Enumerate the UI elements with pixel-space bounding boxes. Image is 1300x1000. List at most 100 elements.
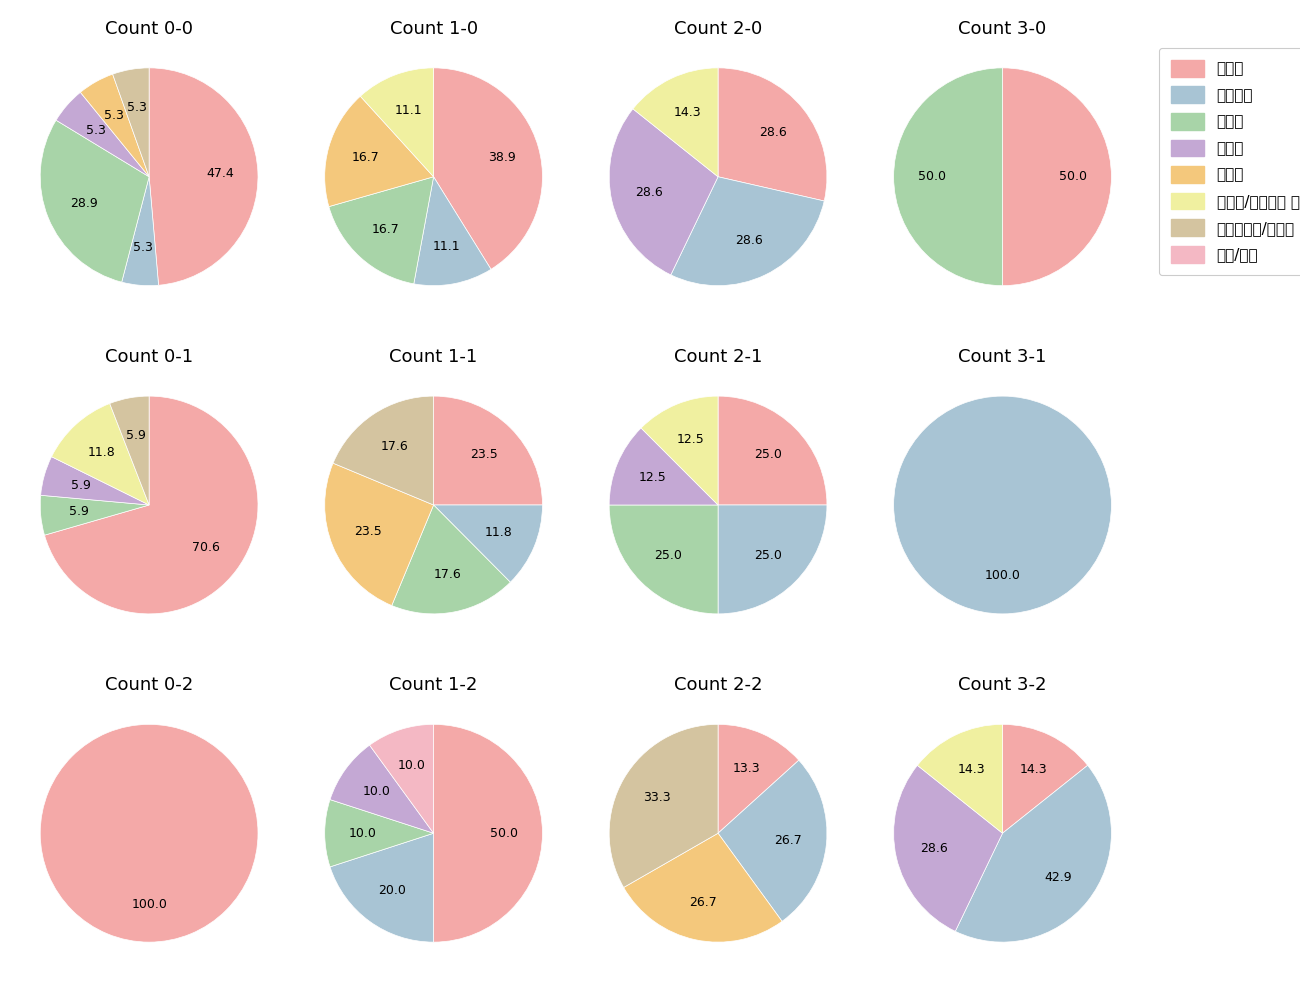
Title: Count 2-2: Count 2-2 <box>673 676 762 694</box>
Wedge shape <box>40 120 150 282</box>
Text: 50.0: 50.0 <box>490 827 519 840</box>
Wedge shape <box>718 724 798 833</box>
Text: 16.7: 16.7 <box>372 223 400 236</box>
Title: Count 2-0: Count 2-0 <box>673 20 762 38</box>
Wedge shape <box>671 177 824 286</box>
Text: 11.8: 11.8 <box>485 526 512 539</box>
Text: 11.1: 11.1 <box>394 104 422 117</box>
Text: 17.6: 17.6 <box>433 568 462 581</box>
Wedge shape <box>893 396 1112 614</box>
Wedge shape <box>40 495 150 535</box>
Wedge shape <box>641 396 718 505</box>
Text: 50.0: 50.0 <box>1060 170 1087 183</box>
Wedge shape <box>56 92 150 177</box>
Wedge shape <box>333 396 434 505</box>
Wedge shape <box>610 505 718 614</box>
Wedge shape <box>150 68 257 285</box>
Wedge shape <box>434 505 542 582</box>
Text: 100.0: 100.0 <box>131 898 166 911</box>
Wedge shape <box>330 833 434 942</box>
Text: 28.9: 28.9 <box>70 197 98 210</box>
Text: 13.3: 13.3 <box>733 762 760 775</box>
Title: Count 2-1: Count 2-1 <box>673 348 762 366</box>
Text: 5.9: 5.9 <box>72 479 91 492</box>
Text: 5.9: 5.9 <box>126 429 146 442</box>
Wedge shape <box>718 68 827 201</box>
Text: 47.4: 47.4 <box>205 167 234 180</box>
Text: 12.5: 12.5 <box>638 471 667 484</box>
Wedge shape <box>325 463 434 606</box>
Text: 50.0: 50.0 <box>918 170 946 183</box>
Text: 33.3: 33.3 <box>644 791 671 804</box>
Title: Count 0-0: Count 0-0 <box>105 20 194 38</box>
Text: 5.3: 5.3 <box>104 109 125 122</box>
Wedge shape <box>1002 68 1112 286</box>
Wedge shape <box>434 68 542 269</box>
Wedge shape <box>325 96 434 207</box>
Wedge shape <box>325 800 434 867</box>
Text: 100.0: 100.0 <box>984 569 1020 582</box>
Wedge shape <box>81 74 150 177</box>
Text: 5.9: 5.9 <box>69 505 88 518</box>
Wedge shape <box>391 505 511 614</box>
Wedge shape <box>610 724 718 887</box>
Wedge shape <box>718 505 827 614</box>
Wedge shape <box>610 428 718 505</box>
Text: 23.5: 23.5 <box>355 525 382 538</box>
Wedge shape <box>113 68 150 177</box>
Title: Count 0-2: Count 0-2 <box>105 676 194 694</box>
Text: 70.6: 70.6 <box>191 541 220 554</box>
Text: 10.0: 10.0 <box>398 759 425 772</box>
Wedge shape <box>434 396 542 505</box>
Text: 14.3: 14.3 <box>673 106 701 119</box>
Text: 26.7: 26.7 <box>689 896 718 909</box>
Text: 17.6: 17.6 <box>381 440 408 453</box>
Wedge shape <box>633 68 718 177</box>
Wedge shape <box>918 724 1002 833</box>
Legend: ボール, ファウル, 見逃し, 空振り, ヒット, フライ/ライナー アウト, ゴロアウト/エラー, 犠飛/犠打: ボール, ファウル, 見逃し, 空振り, ヒット, フライ/ライナー アウト, … <box>1158 48 1300 275</box>
Wedge shape <box>1002 724 1088 833</box>
Wedge shape <box>413 177 491 286</box>
Wedge shape <box>40 724 257 942</box>
Wedge shape <box>893 765 1002 931</box>
Text: 5.3: 5.3 <box>134 241 153 254</box>
Text: 11.1: 11.1 <box>433 240 460 253</box>
Text: 10.0: 10.0 <box>363 785 390 798</box>
Text: 16.7: 16.7 <box>351 151 380 164</box>
Wedge shape <box>369 724 434 833</box>
Text: 5.3: 5.3 <box>86 124 105 137</box>
Wedge shape <box>52 403 150 505</box>
Wedge shape <box>122 177 159 286</box>
Text: 20.0: 20.0 <box>378 884 406 897</box>
Text: 14.3: 14.3 <box>958 763 985 776</box>
Text: 28.6: 28.6 <box>919 842 948 855</box>
Text: 25.0: 25.0 <box>654 549 682 562</box>
Text: 28.6: 28.6 <box>734 234 763 247</box>
Title: Count 3-1: Count 3-1 <box>958 348 1046 366</box>
Text: 11.8: 11.8 <box>87 446 116 459</box>
Wedge shape <box>109 396 150 505</box>
Wedge shape <box>360 68 434 177</box>
Title: Count 1-1: Count 1-1 <box>390 348 477 366</box>
Text: 25.0: 25.0 <box>754 549 783 562</box>
Wedge shape <box>893 68 1002 286</box>
Text: 38.9: 38.9 <box>488 151 516 164</box>
Wedge shape <box>624 833 783 942</box>
Title: Count 3-0: Count 3-0 <box>958 20 1046 38</box>
Wedge shape <box>718 760 827 921</box>
Title: Count 0-1: Count 0-1 <box>105 348 194 366</box>
Text: 23.5: 23.5 <box>469 448 498 461</box>
Title: Count 1-0: Count 1-0 <box>390 20 477 38</box>
Text: 26.7: 26.7 <box>775 834 802 847</box>
Text: 10.0: 10.0 <box>348 827 377 840</box>
Wedge shape <box>44 396 257 614</box>
Text: 14.3: 14.3 <box>1019 763 1046 776</box>
Title: Count 1-2: Count 1-2 <box>390 676 478 694</box>
Wedge shape <box>330 745 434 833</box>
Text: 25.0: 25.0 <box>754 448 783 461</box>
Text: 5.3: 5.3 <box>127 101 147 114</box>
Text: 28.6: 28.6 <box>759 126 788 139</box>
Wedge shape <box>40 457 150 505</box>
Wedge shape <box>956 765 1112 942</box>
Text: 12.5: 12.5 <box>677 433 705 446</box>
